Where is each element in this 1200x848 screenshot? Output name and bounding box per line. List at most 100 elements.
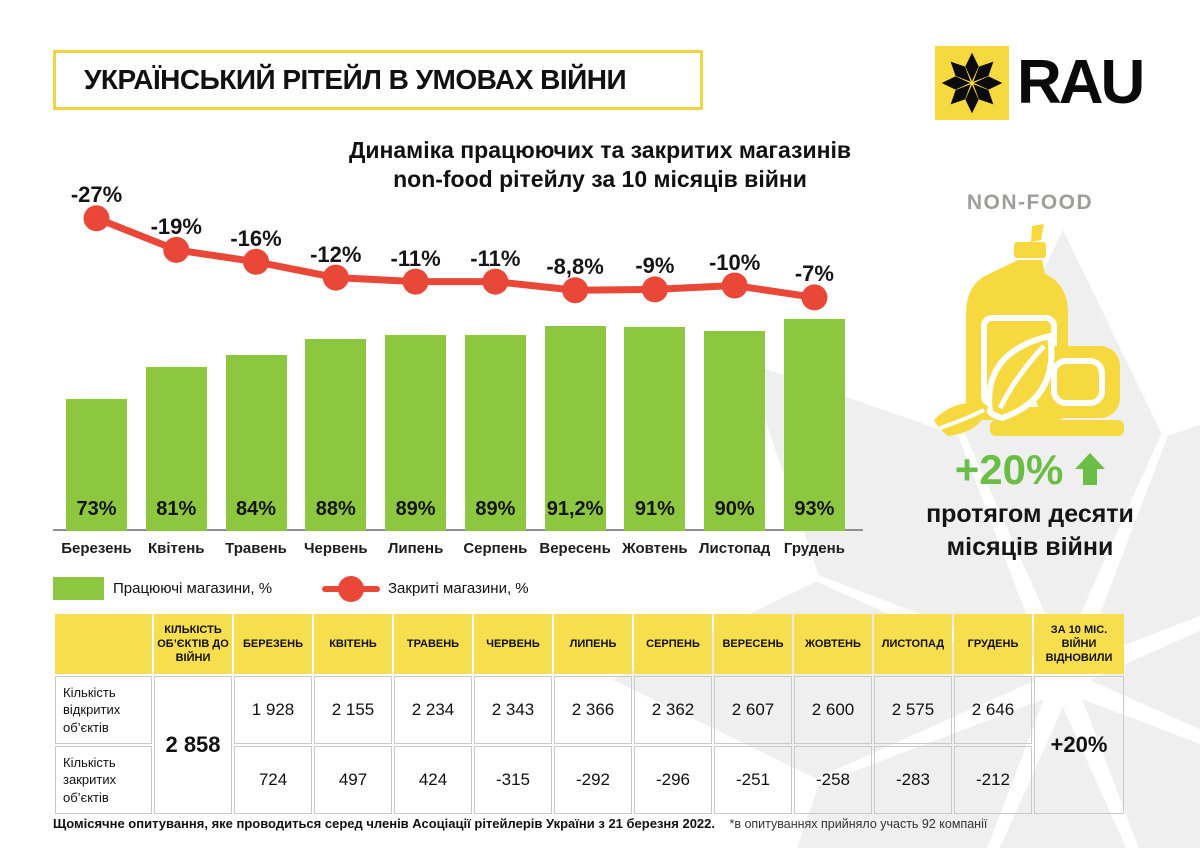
chart-title-line1: Динаміка працюючих та закритих магазинів <box>348 137 852 163</box>
recovered-total-cell: +20% <box>1034 676 1124 814</box>
bar <box>464 335 526 531</box>
data-table: КІЛЬКІСТЬ ОБ’ЄКТІВ ДО ВІЙНИ БЕРЕЗЕНЬ КВІТЕ… <box>53 612 1126 816</box>
bar <box>783 319 845 531</box>
table-header-cell: ЧЕРВЕНЬ <box>474 614 552 674</box>
line-point-label: -7% <box>794 261 834 287</box>
table-cell: -283 <box>874 746 952 814</box>
legend-bar-swatch <box>53 577 104 600</box>
table-cell: -296 <box>634 746 712 814</box>
month-label: Жовтень <box>622 540 688 557</box>
table-cell: 2 607 <box>714 676 792 744</box>
table-cell: -251 <box>714 746 792 814</box>
table-cell: -212 <box>954 746 1032 814</box>
table-cell: 2 366 <box>554 676 632 744</box>
month-label: Серпень <box>463 540 528 557</box>
table-cell: 2 234 <box>394 676 472 744</box>
chart-title: Динаміка працюючих та закритих магазинів… <box>280 136 920 194</box>
growth-value: +20% <box>955 446 1106 494</box>
table-cell: -315 <box>474 746 552 814</box>
table-row: Кількість відкритих об’єктів 2 858 1 928 2 … <box>55 676 1124 814</box>
bar <box>225 355 287 531</box>
line-point-label: -27% <box>70 182 123 208</box>
table-row-label: Кількість відкритих об’єктів <box>55 676 152 744</box>
table-cell: -292 <box>554 746 632 814</box>
title-box: УКРАЇНСЬКИЙ РІТЕЙЛ В УМОВАХ ВІЙНИ <box>53 50 703 110</box>
x-axis-line <box>53 529 863 531</box>
table-cell: 2 362 <box>634 676 712 744</box>
table-row-label: Кількість закритих об’єктів <box>55 746 152 814</box>
month-label: Липень <box>387 540 444 557</box>
table-header-cell: ЗА 10 МІС. ВІЙНИ ВІДНОВИЛИ <box>1034 614 1124 674</box>
growth-caption-line2: місяців війни <box>946 533 1114 561</box>
rau-logo-text: RAU <box>1017 48 1145 117</box>
table-header-cell: ЖОВТЕНЬ <box>794 614 872 674</box>
table-header-cell: ЛИСТОПАД <box>874 614 952 674</box>
month-label: Березень <box>61 540 132 557</box>
bar-value-label: 88% <box>315 498 356 520</box>
bar-value-label: 73% <box>76 498 117 520</box>
bar-value-label: 89% <box>395 498 436 520</box>
footer-text: Щомісячне опитування, яке проводиться се… <box>53 816 715 831</box>
growth-block: +20% <box>890 446 1170 494</box>
legend-bar-label: Працюючі магазини, % <box>113 580 273 597</box>
rau-logo-square <box>935 46 1009 120</box>
month-label: Листопад <box>698 540 771 557</box>
table-cell: 2 155 <box>314 676 392 744</box>
table-header-cell: СЕРПЕНЬ <box>634 614 712 674</box>
table-row: Кількість закритих об’єктів 724 497 424 -315… <box>55 746 1124 814</box>
month-label: Грудень <box>783 540 845 557</box>
data-table-wrap: КІЛЬКІСТЬ ОБ’ЄКТІВ ДО ВІЙНИ БЕРЕЗЕНЬ КВІТЕ… <box>53 612 1126 816</box>
table-header-cell: ВЕРЕСЕНЬ <box>714 614 792 674</box>
rau-logo: RAU <box>935 46 1145 120</box>
bar <box>544 326 606 531</box>
table-cell: 424 <box>394 746 472 814</box>
table-header-cell: ТРАВЕНЬ <box>394 614 472 674</box>
bar-value-label: 89% <box>475 498 516 520</box>
table-cell: -258 <box>794 746 872 814</box>
table-cell: 2 343 <box>474 676 552 744</box>
bar <box>145 367 207 531</box>
bar <box>624 327 686 531</box>
arrow-up-icon <box>1075 453 1106 487</box>
bar-value-label: 91% <box>634 498 675 520</box>
before-war-total-cell: 2 858 <box>154 676 232 814</box>
bar <box>704 331 766 531</box>
legend-line-label: Закриті магазини, % <box>388 580 529 597</box>
month-label: Травень <box>225 540 287 557</box>
month-label: Квітень <box>148 540 205 557</box>
legend-line-dot-icon <box>338 576 364 602</box>
table-cell: 2 646 <box>954 676 1032 744</box>
footer-note: *в опитуваннях прийняло участь 92 компан… <box>729 817 988 831</box>
growth-caption-line1: протягом десяти <box>926 500 1134 528</box>
table-cell: 497 <box>314 746 392 814</box>
page-title: УКРАЇНСЬКИЙ РІТЕЙЛ В УМОВАХ ВІЙНИ <box>84 64 627 95</box>
month-label: Вересень <box>539 540 611 557</box>
rau-star-icon <box>941 52 1003 114</box>
bar-value-label: 90% <box>714 498 755 520</box>
bar <box>66 399 127 531</box>
table-cell: 1 928 <box>234 676 312 744</box>
table-cell: 724 <box>234 746 312 814</box>
footer: Щомісячне опитування, яке проводиться се… <box>53 816 987 831</box>
table-corner-cell <box>55 614 152 674</box>
bar <box>305 339 367 531</box>
table-header-cell: ЛИПЕНЬ <box>554 614 632 674</box>
chart-title-line2: non-food рітейлу за 10 місяців війни <box>393 166 807 192</box>
table-header-cell: ГРУДЕНЬ <box>954 614 1032 674</box>
month-label: Червень <box>303 540 368 557</box>
table-cell: 2 600 <box>794 676 872 744</box>
non-food-label: NON-FOOD <box>966 191 1094 214</box>
bar-value-label: 81% <box>156 498 197 520</box>
non-food-products-icon <box>934 224 1124 436</box>
bar-value-label: 91,2% <box>546 498 604 520</box>
table-header-cell: КВІТЕНЬ <box>314 614 392 674</box>
table-header-cell: КІЛЬКІСТЬ ОБ’ЄКТІВ ДО ВІЙНИ <box>154 614 232 674</box>
bar-value-label: 84% <box>236 498 277 520</box>
bar <box>385 335 447 531</box>
bar-value-label: 93% <box>794 498 835 520</box>
growth-percent: +20% <box>954 446 1064 493</box>
table-cell: 2 575 <box>874 676 952 744</box>
table-header-cell: БЕРЕЗЕНЬ <box>234 614 312 674</box>
growth-caption: протягом десяти місяців війни <box>880 498 1180 564</box>
